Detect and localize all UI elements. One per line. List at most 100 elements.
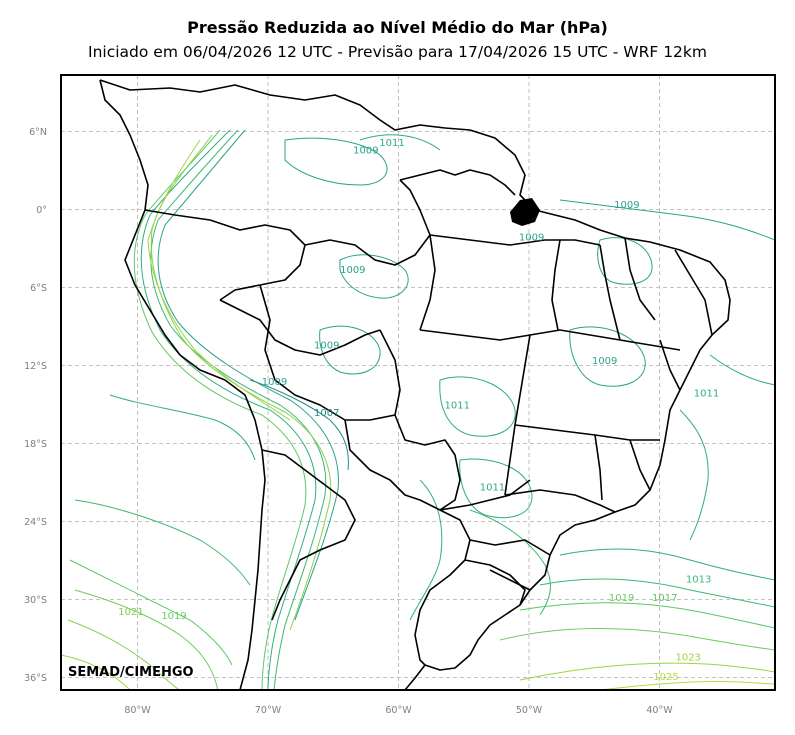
- graticule: [61, 75, 775, 690]
- coastline: [99, 79, 266, 690]
- isobar-label: 1021: [118, 607, 143, 618]
- isobar-label: 1017: [652, 593, 677, 604]
- isobar-label: 1009: [592, 356, 617, 367]
- credit-label: SEMAD/CIMEHGO: [68, 665, 194, 680]
- amazon-delta: [510, 198, 540, 226]
- state-border: [674, 249, 713, 336]
- map-subtitle: Iniciado em 06/04/2026 12 UTC - Previsão…: [88, 43, 707, 61]
- interior-contour: [597, 237, 653, 285]
- lat-tick-label: 6°N: [29, 127, 47, 138]
- pacific-contour: [74, 499, 251, 586]
- state-border: [624, 237, 656, 321]
- andes-contour: [133, 129, 307, 690]
- andes-contour: [249, 379, 349, 471]
- lat-tick-label: 0°: [36, 205, 47, 216]
- interior-contour: [339, 254, 409, 299]
- contour-labels: 1007100910091009100910111009100910091011…: [118, 138, 719, 683]
- isobar-label: 1011: [379, 138, 404, 149]
- lon-tick-label: 80°W: [124, 705, 151, 716]
- isobar-label: 1007: [314, 408, 339, 419]
- isobar-label: 1023: [675, 653, 700, 664]
- isobar-label: 1025: [653, 672, 678, 683]
- state-border: [529, 329, 681, 351]
- atlantic-contour: [559, 548, 775, 581]
- atlantic-contour: [519, 602, 775, 629]
- border: [464, 559, 526, 606]
- atlantic-contour: [499, 627, 775, 651]
- lat-tick-label: 24°S: [24, 517, 47, 528]
- border: [144, 209, 306, 301]
- andes-contour: [140, 129, 317, 690]
- border: [399, 169, 516, 196]
- axis-ticks: 6°N 0° 6°S 12°S 18°S 24°S 30°S 36°S 80°W 70°W 60°W…: [24, 127, 673, 716]
- interior-contour: [439, 376, 516, 437]
- state-border: [504, 489, 616, 513]
- coastline: [99, 79, 731, 671]
- isobar-label: 1009: [353, 146, 378, 157]
- state-border: [504, 334, 531, 496]
- state-border: [419, 234, 436, 331]
- state-border: [551, 239, 561, 331]
- interior-contour: [359, 134, 441, 151]
- atlantic-contour: [559, 199, 775, 241]
- lat-tick-label: 18°S: [24, 439, 47, 450]
- border: [439, 479, 531, 511]
- border: [261, 449, 356, 621]
- lon-tick-label: 50°W: [516, 705, 543, 716]
- state-border: [429, 234, 601, 246]
- isobar-label: 1009: [614, 200, 639, 211]
- state-border: [469, 539, 551, 556]
- interior-contour: [469, 509, 551, 616]
- country-borders: [99, 79, 731, 690]
- lon-tick-label: 70°W: [255, 705, 282, 716]
- state-border: [659, 339, 681, 391]
- pacific-contour: [61, 654, 131, 690]
- state-border: [599, 244, 621, 341]
- border: [379, 329, 461, 511]
- isobar-label: 1011: [480, 482, 505, 493]
- lon-tick-label: 40°W: [646, 705, 673, 716]
- isobar-label: 1009: [262, 377, 287, 388]
- atlantic-contour: [539, 578, 775, 608]
- border: [344, 419, 471, 666]
- andes-contour: [147, 139, 291, 421]
- isobar-label: 1019: [161, 611, 186, 622]
- atlantic-contour: [679, 409, 709, 541]
- pacific-contour: [67, 619, 181, 690]
- interior-contour: [569, 326, 646, 387]
- interior-contour: [284, 137, 388, 186]
- isobar-label: 1009: [519, 233, 544, 244]
- lat-tick-label: 12°S: [24, 361, 47, 372]
- atlantic-contour: [709, 354, 775, 386]
- state-border: [489, 569, 531, 591]
- interior-contour: [319, 325, 381, 375]
- border: [219, 299, 381, 356]
- atlantic-contour: [519, 662, 775, 681]
- lat-tick-label: 30°S: [24, 595, 47, 606]
- andes-contour: [157, 129, 339, 621]
- isobar-label: 1009: [340, 265, 365, 276]
- state-border: [629, 439, 651, 491]
- andes-contour: [150, 129, 327, 690]
- pacific-contour: [69, 559, 233, 666]
- atlantic-contour: [599, 680, 775, 690]
- map-title: Pressão Reduzida ao Nível Médio do Mar (…: [187, 18, 608, 37]
- state-border: [419, 329, 531, 341]
- coastline: [404, 664, 426, 690]
- border: [259, 284, 396, 421]
- interior-contour: [409, 479, 443, 621]
- isobar-contours: [61, 129, 775, 690]
- isobar-label: 1013: [686, 575, 711, 586]
- pacific-contour: [109, 394, 256, 461]
- pacific-contour: [74, 589, 219, 690]
- border: [304, 179, 431, 266]
- state-border: [594, 434, 603, 501]
- interior-contour: [459, 458, 533, 519]
- isobar-label: 1011: [694, 389, 719, 400]
- isobar-label: 1009: [314, 341, 339, 352]
- lat-tick-label: 6°S: [30, 283, 47, 294]
- lat-tick-label: 36°S: [24, 673, 47, 684]
- map-background: [61, 75, 775, 690]
- isobar-label: 1019: [609, 593, 634, 604]
